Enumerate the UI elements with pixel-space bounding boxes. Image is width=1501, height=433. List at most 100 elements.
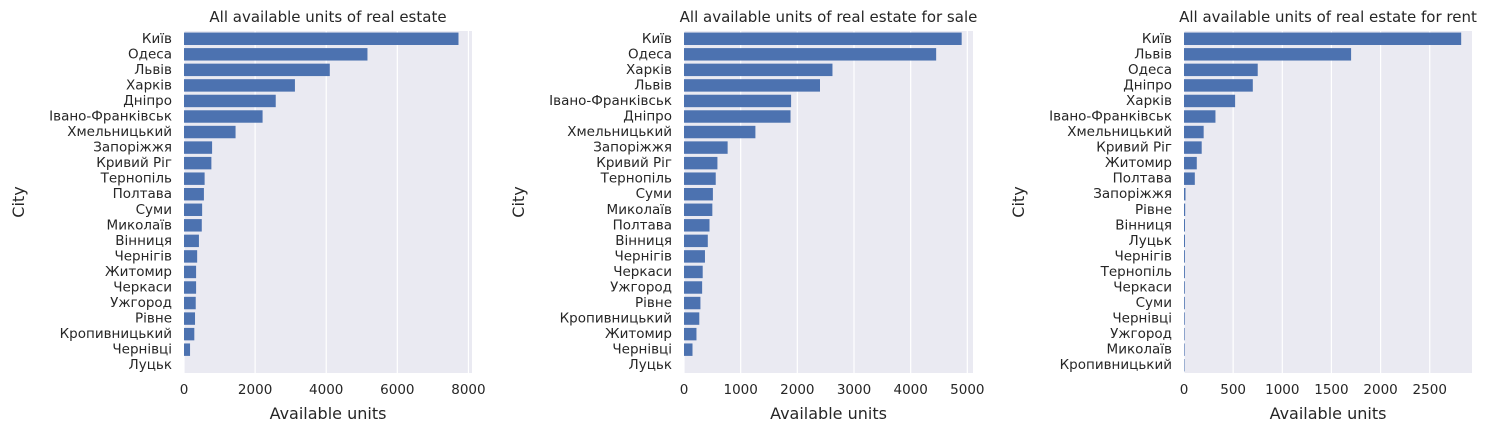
bar-4 [684, 79, 820, 92]
category-label: Луцьк [1129, 233, 1172, 249]
x-tick-label: 0 [1180, 382, 1189, 398]
x-tick-label: 0 [680, 382, 689, 398]
bar-12 [1184, 203, 1186, 216]
category-label: Івано-Франківськ [549, 93, 672, 109]
bar-7 [1184, 125, 1204, 139]
bar-8 [1184, 141, 1202, 154]
bar-2 [1184, 48, 1352, 61]
bar-15 [684, 250, 705, 263]
category-label: Кривий Ріг [96, 155, 172, 171]
category-label: Дніпро [123, 93, 172, 109]
category-label: Кропивницький [60, 326, 172, 342]
bar-20 [184, 327, 195, 341]
category-label: Рівне [1135, 202, 1172, 218]
x-axis-label: Available units [270, 404, 387, 423]
category-label: Чернігів [114, 248, 172, 264]
bar-6 [684, 110, 791, 123]
category-label: Полтава [1113, 171, 1172, 187]
category-label: Харків [1126, 93, 1172, 109]
bar-13 [684, 219, 710, 232]
x-tick-label: 4000 [893, 382, 927, 398]
category-label: Черкаси [1113, 280, 1172, 296]
bar-7 [184, 125, 236, 139]
category-label: Київ [1142, 31, 1172, 47]
bar-3 [684, 63, 833, 77]
bar-20 [1184, 327, 1185, 341]
category-label: Черкаси [113, 280, 172, 296]
bar-3 [184, 63, 330, 77]
bar-21 [1184, 343, 1185, 356]
bar-11 [684, 188, 713, 201]
bar-15 [184, 250, 198, 263]
x-tick-label: 5000 [950, 382, 984, 398]
category-label: Миколаїв [107, 217, 172, 233]
chart-title: All available units of real estate for r… [1179, 8, 1477, 26]
bar-18 [184, 296, 196, 310]
category-label: Київ [142, 31, 172, 47]
category-label: Житомир [605, 326, 672, 342]
x-tick-label: 2500 [1413, 382, 1447, 398]
category-label: Київ [642, 31, 672, 47]
category-label: Хмельницький [67, 124, 172, 140]
x-tick-label: 2000 [1363, 382, 1397, 398]
category-label: Львів [634, 77, 672, 93]
category-label: Вінниця [115, 233, 172, 249]
category-label: Чернівці [612, 342, 672, 358]
category-label: Хмельницький [567, 124, 672, 140]
bar-10 [1184, 172, 1195, 185]
category-label: Житомир [105, 264, 172, 280]
bar-17 [184, 281, 197, 294]
category-label: Тернопіль [1100, 264, 1172, 280]
category-label: Миколаїв [1107, 342, 1172, 358]
category-label: Одеса [1128, 62, 1172, 78]
category-label: Миколаїв [607, 202, 672, 218]
bar-12 [184, 203, 203, 216]
category-label: Полтава [113, 186, 172, 202]
chart-panel-3: КиївЛьвівОдесаДніпроХарківІвано-Франківс… [1009, 8, 1477, 423]
bar-18 [684, 296, 701, 310]
bar-19 [684, 312, 700, 325]
x-tick-label: 1000 [1265, 382, 1299, 398]
x-tick-label: 3000 [837, 382, 871, 398]
bar-14 [184, 234, 199, 248]
bar-17 [684, 281, 703, 294]
category-label: Рівне [135, 311, 172, 327]
bar-4 [184, 79, 295, 92]
y-axis-label: City [1009, 186, 1028, 217]
category-label: Рівне [635, 295, 672, 311]
x-tick-label: 4000 [309, 382, 343, 398]
bar-5 [684, 94, 792, 108]
category-label: Чернівці [112, 342, 172, 358]
bar-14 [684, 234, 708, 248]
x-tick-label: 1500 [1314, 382, 1348, 398]
bar-10 [684, 172, 716, 185]
category-label: Запоріжжя [93, 140, 172, 156]
category-label: Тернопіль [600, 171, 672, 187]
bar-5 [184, 94, 276, 108]
bar-11 [184, 188, 204, 201]
category-label: Ужгород [1110, 326, 1172, 342]
category-label: Івано-Франківськ [49, 109, 172, 125]
x-tick-label: 2000 [238, 382, 272, 398]
bar-1 [1184, 32, 1462, 45]
bar-6 [1184, 110, 1216, 123]
x-tick-label: 8000 [451, 382, 485, 398]
bar-12 [684, 203, 713, 216]
bar-8 [184, 141, 213, 154]
category-label: Луцьк [129, 357, 172, 373]
category-label: Дніпро [623, 109, 672, 125]
chart-title: All available units of real estate for s… [680, 8, 978, 26]
category-label: Тернопіль [100, 171, 172, 187]
category-label: Вінниця [615, 233, 672, 249]
category-label: Кропивницький [1060, 357, 1172, 373]
category-label: Чернігів [614, 248, 672, 264]
category-label: Кривий Ріг [1096, 140, 1172, 156]
category-label: Вінниця [1115, 217, 1172, 233]
category-label: Кропивницький [560, 311, 672, 327]
category-label: Чернівці [1112, 311, 1172, 327]
bar-1 [184, 32, 459, 45]
bar-16 [184, 265, 197, 279]
bar-21 [684, 343, 693, 356]
bar-6 [184, 110, 263, 123]
category-label: Одеса [128, 46, 172, 62]
